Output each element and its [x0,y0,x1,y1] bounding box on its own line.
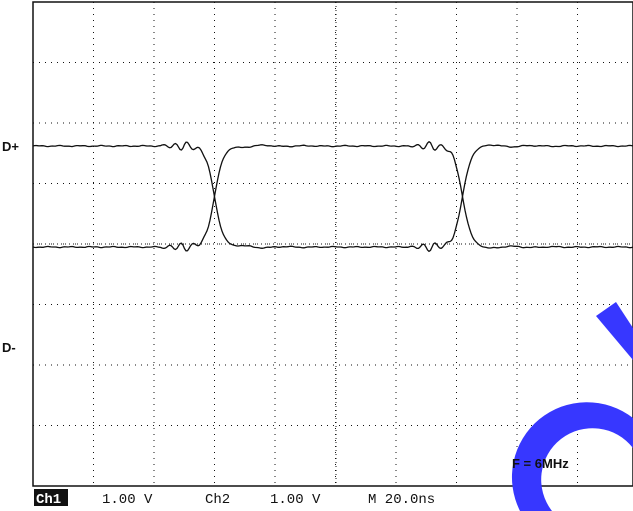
watermark-ring [511,402,633,511]
label-d-minus: D- [2,340,16,355]
timebase: M 20.0ns [368,492,435,508]
label-d-plus: D+ [2,139,19,154]
status-bar: Ch1 1.00 V Ch2 1.00 V M 20.0ns [34,489,435,508]
plot-frame [32,1,633,487]
watermark-slash [596,302,633,360]
ch2-label: Ch2 [205,492,230,508]
trace-d-minus [32,141,633,252]
ch1-label: Ch1 [36,492,61,508]
traces [32,141,633,253]
trace-d-plus [32,141,633,253]
watermark-shape [511,302,633,511]
graticule [33,2,633,486]
ch1-scale: 1.00 V [102,492,153,508]
ch1-badge [34,489,68,506]
ch2-scale: 1.00 V [270,492,321,508]
frequency-annotation: F = 6MHz [512,456,569,471]
